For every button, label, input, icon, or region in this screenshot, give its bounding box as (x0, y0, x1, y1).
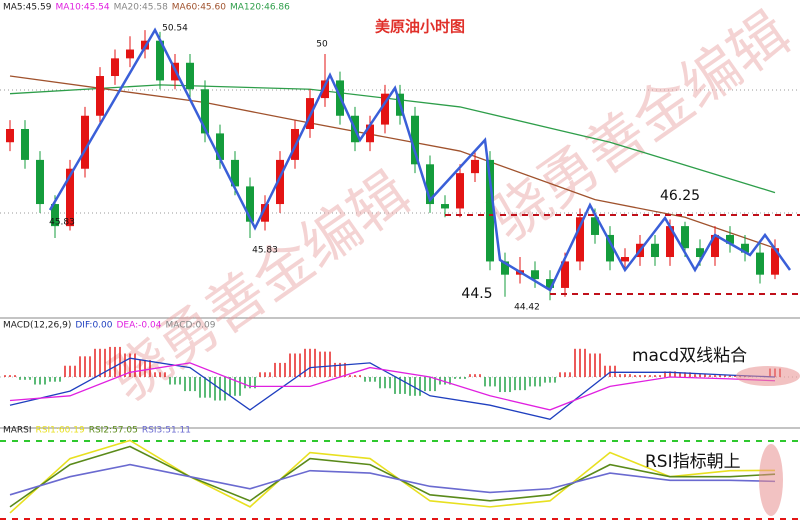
price-annotation: 50 (316, 40, 328, 50)
candle-body (501, 261, 509, 275)
candle-body (681, 226, 689, 249)
legend-entry: MA120:46.86 (230, 3, 290, 13)
macd-line (9, 357, 776, 421)
price-annotation: 50.54 (162, 24, 188, 34)
legend-entry: MACD:0.09 (165, 321, 215, 331)
candle-body (186, 62, 194, 90)
legend-entry: MA5:45.59 (3, 3, 52, 13)
highlight-ellipse (736, 366, 800, 386)
candle-body (756, 252, 764, 275)
candle-body (411, 115, 419, 165)
legend-entry: RSI3:51.11 (142, 426, 191, 436)
candle-body (666, 226, 674, 258)
candle-body (246, 186, 254, 222)
highlight-ellipse (759, 444, 783, 516)
price-annotation: 44.42 (514, 303, 540, 313)
candle-body (81, 115, 89, 169)
candle-body (201, 89, 209, 134)
candle-body (531, 270, 539, 280)
candle-body (771, 248, 779, 275)
candle-body (471, 159, 479, 174)
legend-entry: RSI2:57.05 (89, 426, 138, 436)
rsi-panel: MARSI RSI1:60.19 RSI2:57.05 RSI3:51.11 (3, 426, 776, 514)
candle-body (486, 159, 494, 262)
macd-panel: MACD(12,26,9) DIF:0.00 DEA:-0.04 MACD:0.09 (3, 321, 781, 421)
rsi-note: RSI指标朝上 (645, 452, 741, 472)
candle-body (321, 80, 329, 99)
candle-body (426, 164, 434, 205)
legend-entry: RSI1:60.19 (36, 426, 85, 436)
chart-title: 美原油小时图 (375, 18, 465, 36)
candle-body (381, 93, 389, 125)
candle-body (111, 58, 119, 77)
candle-body (66, 168, 74, 227)
candle-body (711, 234, 719, 258)
candle-body (696, 248, 704, 258)
price-panel: 50.54 50 45.83 45.83 46.25 44.5 44.42 MA5:45.59… (3, 3, 779, 313)
candle-body (366, 124, 374, 143)
candle-body (51, 204, 59, 227)
candle-body (546, 279, 554, 288)
legend-entry: DEA:-0.04 (117, 321, 162, 331)
legend-entry: DIF:0.00 (75, 321, 112, 331)
price-annotation: 46.25 (660, 188, 700, 204)
trend-zigzag (48, 27, 792, 292)
legend-entry: MA60:45.60 (172, 3, 226, 13)
macd-note: macd双线粘合 (632, 346, 747, 366)
price-annotation: 45.83 (252, 246, 278, 256)
candle-body (591, 217, 599, 235)
candle-body (231, 159, 239, 187)
candle-body (216, 133, 224, 160)
candle-body (576, 217, 584, 262)
candle-body (606, 234, 614, 262)
rsi-line (9, 463, 776, 496)
candle-body (741, 243, 749, 253)
macd-line (9, 362, 776, 411)
candle-body (651, 243, 659, 258)
candle-body (126, 49, 134, 59)
price-annotation: 45.83 (49, 218, 75, 228)
candle-body (6, 128, 14, 143)
candle-body (276, 159, 284, 205)
candle-body (261, 204, 269, 222)
candle-body (561, 261, 569, 288)
candle-body (441, 204, 449, 209)
candle-body (156, 40, 164, 81)
candle-body (21, 128, 29, 160)
legend-entry: MA10:45.54 (55, 3, 109, 13)
candle-body (456, 173, 464, 209)
legend-entry: MACD(12,26,9) (3, 321, 71, 331)
price-annotation: 44.5 (461, 286, 492, 302)
candle-body (96, 76, 104, 116)
candle-body (726, 234, 734, 244)
legend-entry: MA20:45.58 (114, 3, 168, 13)
candle-body (621, 257, 629, 262)
legend-entry: MARSI (3, 426, 32, 436)
candle-body (36, 159, 44, 205)
